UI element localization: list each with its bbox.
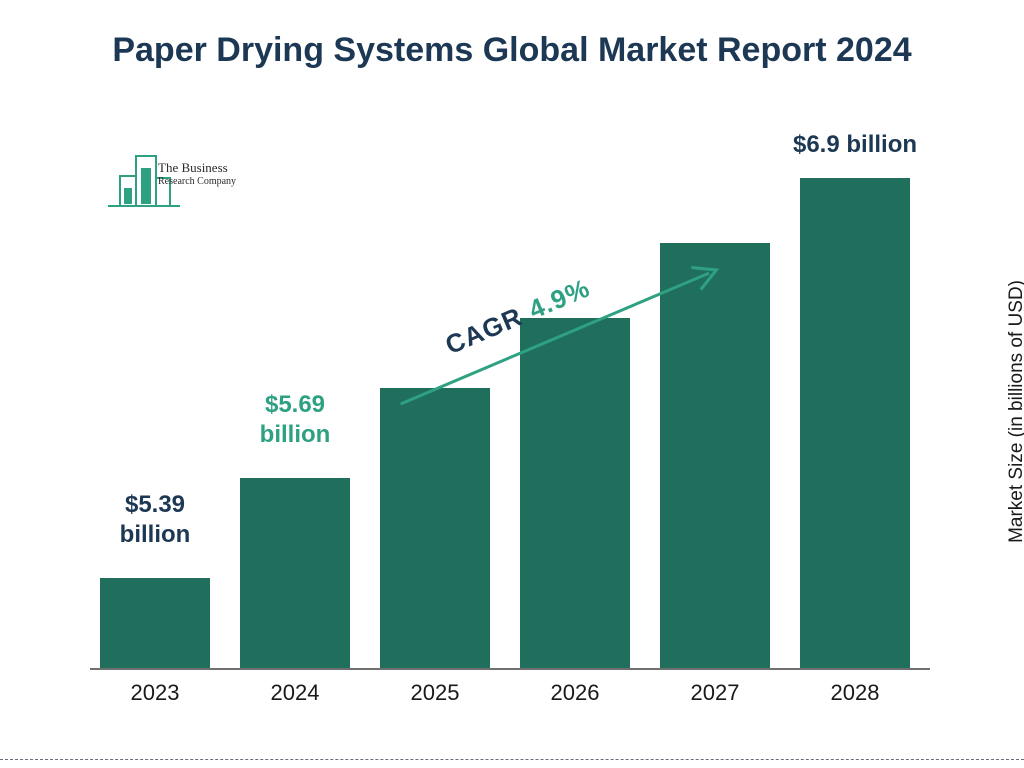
x-tick-2026: 2026 bbox=[520, 680, 630, 706]
x-axis-line bbox=[90, 668, 930, 670]
value-label-2024: $5.69billion bbox=[230, 390, 360, 450]
x-tick-2024: 2024 bbox=[240, 680, 350, 706]
x-tick-2025: 2025 bbox=[380, 680, 490, 706]
bar-2028 bbox=[800, 178, 910, 668]
x-tick-2027: 2027 bbox=[660, 680, 770, 706]
footer-divider bbox=[0, 759, 1024, 760]
chart-title: Paper Drying Systems Global Market Repor… bbox=[0, 28, 1024, 72]
x-tick-2028: 2028 bbox=[800, 680, 910, 706]
y-axis-label: Market Size (in billions of USD) bbox=[1006, 280, 1024, 543]
value-label-2023: $5.39billion bbox=[90, 490, 220, 550]
bar-2024 bbox=[240, 478, 350, 668]
x-tick-2023: 2023 bbox=[100, 680, 210, 706]
value-label-2028: $6.9 billion bbox=[790, 130, 920, 160]
bar-chart: 2023 2024 2025 2026 2027 2028 $5.39billi… bbox=[90, 160, 930, 700]
bar-2023 bbox=[100, 578, 210, 668]
